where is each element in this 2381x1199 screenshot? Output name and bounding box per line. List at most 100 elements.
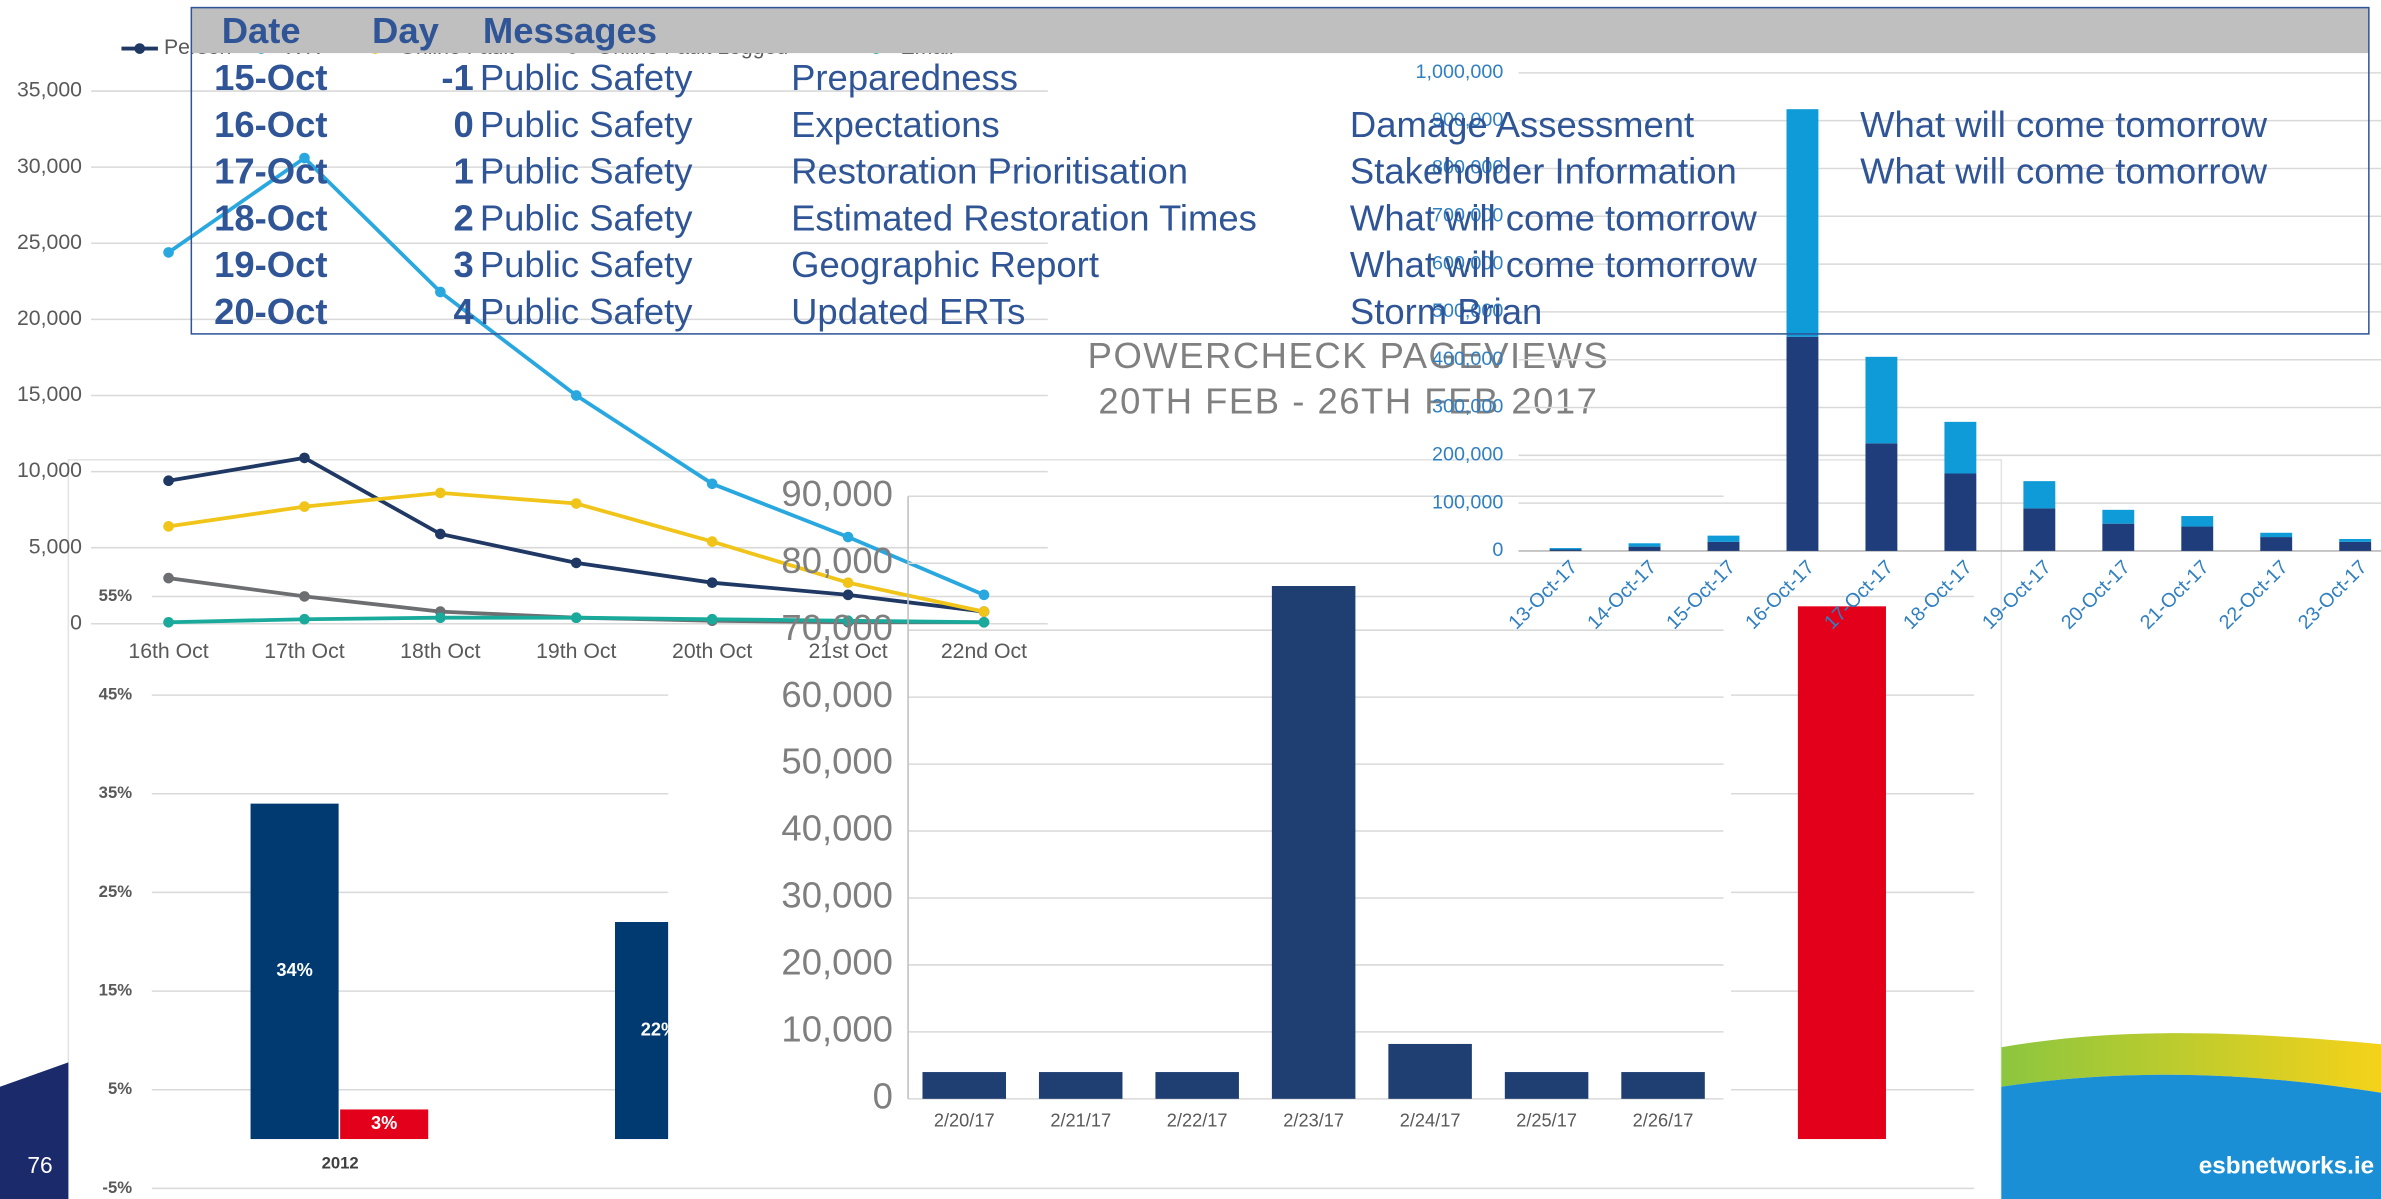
- message: Public Safety: [480, 197, 693, 238]
- x-tick-label: 19-Oct-17: [1978, 556, 2056, 634]
- bar-segment: [1549, 548, 1582, 550]
- decor-swoosh: [2001, 1033, 2381, 1093]
- bar: [1388, 1043, 1472, 1099]
- bar-segment: [2181, 526, 2214, 551]
- y-tick-label: 25,000: [17, 230, 82, 254]
- data-point: [299, 452, 310, 464]
- message: Damage Assessment: [1350, 104, 1694, 145]
- bar: [1155, 1072, 1239, 1099]
- x-tick-label: 13-Oct-17: [1504, 556, 1582, 634]
- date: 20-Oct: [214, 291, 327, 332]
- x-tick-label: 20-Oct-17: [2057, 556, 2135, 634]
- bar-segment: [2102, 523, 2135, 551]
- message: Public Safety: [480, 104, 693, 145]
- data-point: [842, 531, 854, 543]
- y-tick-label: 35%: [99, 783, 133, 802]
- data-point: [570, 498, 582, 509]
- y-tick-label: 10,000: [781, 1009, 892, 1050]
- x-tick-label: 2/26/17: [1633, 1110, 1694, 1130]
- message: What will come tomorrow: [1860, 151, 2268, 192]
- table-border: [190, 6, 2370, 335]
- data-point: [706, 577, 718, 588]
- bar: [1038, 1072, 1123, 1099]
- data-point: [570, 390, 582, 401]
- y-tick-label: 15%: [99, 980, 133, 999]
- x-tick-label: 2/21/17: [1050, 1110, 1111, 1130]
- x-tick-label: 2012: [322, 1154, 359, 1173]
- y-tick-label: 80,000: [781, 540, 892, 581]
- data-point: [163, 616, 174, 628]
- x-tick-label: 18th Oct: [400, 639, 480, 663]
- table-header: Date: [222, 10, 301, 51]
- bar: [1797, 606, 1886, 1140]
- y-tick-label: 0: [1492, 539, 1503, 561]
- y-tick-label: 0: [873, 1075, 893, 1116]
- x-tick-label: 15-Oct-17: [1662, 556, 1740, 634]
- bar-segment: [1786, 109, 1819, 337]
- day: 3: [453, 244, 473, 285]
- y-tick-label: 300,000: [1432, 396, 1503, 418]
- day: 0: [453, 104, 473, 145]
- y-tick-label: 20,000: [781, 942, 892, 983]
- y-tick-label: -5%: [102, 1178, 132, 1197]
- table-header: Messages: [483, 10, 657, 51]
- y-tick-label: 0: [70, 610, 82, 634]
- y-tick-label: 5%: [108, 1079, 132, 1098]
- message: Geographic Report: [791, 244, 1099, 285]
- value-label: 3%: [371, 1113, 397, 1133]
- bar-segment: [1944, 421, 1977, 474]
- data-point: [706, 613, 718, 625]
- bar-segment: [2023, 508, 2056, 551]
- x-tick-label: 23-Oct-17: [2294, 556, 2372, 634]
- message: Public Safety: [480, 151, 693, 192]
- data-point: [163, 475, 174, 487]
- decor-blue: [2001, 1074, 2381, 1199]
- x-tick-label: 22nd Oct: [941, 639, 1027, 663]
- day: -1: [441, 57, 473, 98]
- y-tick-label: 40,000: [781, 808, 892, 849]
- chart-frame: [67, 459, 2003, 1199]
- message: What will come tomorrow: [1350, 244, 1758, 285]
- message: What will come tomorrow: [1860, 104, 2268, 145]
- data-point: [299, 501, 310, 512]
- bar: [1621, 1072, 1705, 1099]
- message: Public Safety: [480, 291, 693, 332]
- x-tick-label: 22-Oct-17: [2215, 556, 2293, 634]
- x-tick-label: 19th Oct: [536, 639, 616, 663]
- x-tick-label: 2/23/17: [1283, 1110, 1344, 1130]
- data-point: [163, 521, 174, 532]
- y-tick-label: 400,000: [1432, 348, 1503, 370]
- powercheck-chart: 0 10,000 20,000 30,000 40,000 50,000 60,000 70,…: [668, 335, 1732, 1157]
- bar-segment: [1707, 541, 1740, 551]
- y-tick-label: 700,000: [1432, 204, 1503, 226]
- y-tick-label: 900,000: [1432, 109, 1503, 131]
- day: 2: [453, 197, 473, 238]
- x-tick-label: 17th Oct: [264, 639, 344, 663]
- bar-segment: [2339, 538, 2372, 542]
- y-tick-label: 800,000: [1432, 157, 1503, 179]
- chart-subtitle: 20TH FEB - 26TH FEB 2017: [1098, 380, 1598, 421]
- message: Public Safety: [480, 244, 693, 285]
- data-point: [842, 577, 854, 588]
- footer: 76 esbnetworks.ie: [0, 1033, 2381, 1199]
- x-tick-label: 2/22/17: [1167, 1110, 1228, 1130]
- data-point: [978, 589, 990, 601]
- x-tick-label: 21-Oct-17: [2136, 556, 2214, 634]
- y-tick-label: 70,000: [781, 607, 892, 648]
- y-tick-label: 25%: [99, 882, 133, 901]
- message: Public Safety: [480, 57, 693, 98]
- bar-segment: [1944, 473, 1977, 551]
- y-tick-label: 30,000: [781, 875, 892, 916]
- bar-segment: [1786, 336, 1819, 551]
- y-tick-label: 500,000: [1432, 300, 1503, 322]
- y-tick-label: 60,000: [781, 674, 892, 715]
- bar-segment: [1628, 543, 1661, 547]
- date: 16-Oct: [214, 104, 327, 145]
- legend-marker: [134, 43, 146, 54]
- y-tick-label: 20,000: [17, 306, 82, 330]
- y-tick-label: 90,000: [781, 473, 892, 514]
- bar-segment: [2260, 532, 2293, 538]
- data-point: [435, 612, 446, 624]
- bar: [250, 803, 339, 1140]
- site-url: esbnetworks.ie: [2199, 1153, 2374, 1180]
